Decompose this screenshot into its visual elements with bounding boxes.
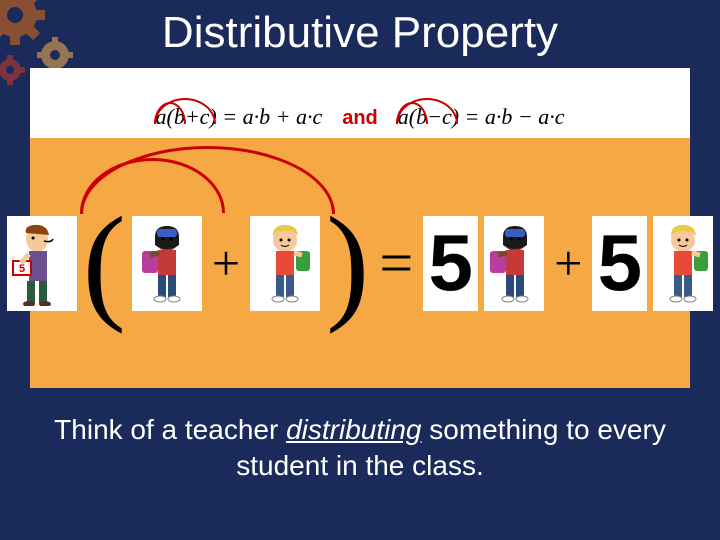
illustration-panel: 5 ( +: [30, 138, 690, 388]
five-card-2: 5: [592, 216, 647, 311]
caption: Think of a teacher distributing somethin…: [0, 412, 720, 485]
student-icon: [258, 223, 313, 303]
student-icon: [139, 223, 194, 303]
and-label: and: [342, 107, 378, 130]
arc-icon: [396, 98, 458, 124]
formula-left-block: a(b+c) = a·b + a·c: [156, 104, 323, 130]
student-card-1b: [484, 216, 544, 311]
plus-op-2: +: [554, 234, 582, 292]
student-icon: [656, 223, 711, 303]
svg-text:5: 5: [19, 263, 25, 275]
formula-right-block: a(b−c) = a·b − a·c: [398, 104, 565, 130]
close-paren: ): [326, 218, 369, 309]
student-card-2b: [653, 216, 713, 311]
five-card-1: 5: [423, 216, 478, 311]
open-paren: (: [83, 218, 126, 309]
caption-pre: Think of a teacher: [54, 414, 286, 445]
teacher-card: 5: [7, 216, 77, 311]
five-value: 5: [598, 217, 643, 309]
teacher-icon: 5: [9, 221, 74, 306]
plus-op: +: [212, 234, 240, 292]
arc-icon: [154, 98, 216, 124]
student-icon: [487, 223, 542, 303]
equation-row: 5 ( +: [7, 216, 714, 311]
equals-op: =: [379, 229, 413, 298]
student-card-2: [250, 216, 320, 311]
formula-row: a(b+c) = a·b + a·c and a(b−c) = a·b − a·…: [30, 68, 690, 138]
student-card-1: [132, 216, 202, 311]
caption-em: distributing: [286, 414, 421, 445]
page-title: Distributive Property: [0, 0, 720, 58]
five-value: 5: [428, 217, 473, 309]
